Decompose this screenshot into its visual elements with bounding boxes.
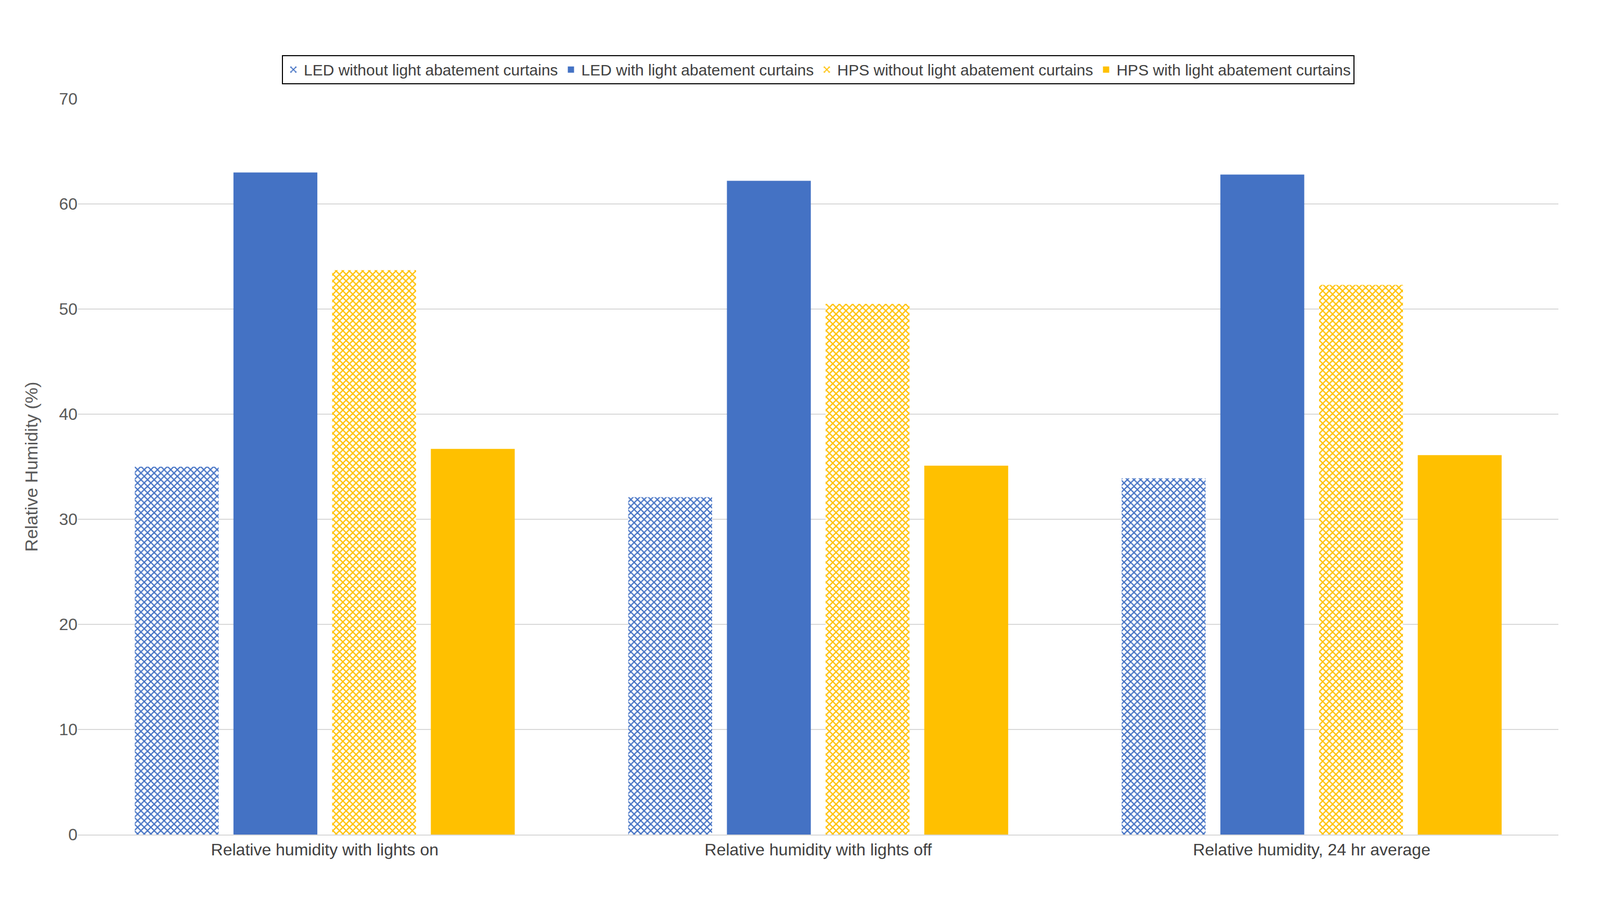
svg-text:HPS without light abatement cu: HPS without light abatement curtains: [837, 61, 1094, 79]
svg-text:LED with light abatement curta: LED with light abatement curtains: [581, 61, 815, 79]
svg-text:Relative humidity, 24 hr avera: Relative humidity, 24 hr average: [1192, 840, 1431, 859]
svg-text:Relative Humidity (%): Relative Humidity (%): [21, 381, 42, 552]
svg-text:60: 60: [58, 194, 78, 214]
svg-text:0: 0: [68, 824, 78, 844]
svg-text:10: 10: [58, 719, 78, 739]
svg-text:Relative humidity with lights: Relative humidity with lights off: [704, 840, 933, 859]
svg-text:LED without light abatement cu: LED without light abatement curtains: [303, 61, 559, 79]
svg-text:Relative humidity with lights: Relative humidity with lights on: [211, 840, 440, 859]
svg-text:30: 30: [58, 509, 78, 529]
svg-text:40: 40: [58, 404, 78, 424]
svg-text:HPS with light abatement curta: HPS with light abatement curtains: [1116, 61, 1351, 79]
svg-text:70: 70: [58, 89, 78, 109]
svg-text:20: 20: [58, 614, 78, 634]
svg-text:50: 50: [58, 299, 78, 319]
